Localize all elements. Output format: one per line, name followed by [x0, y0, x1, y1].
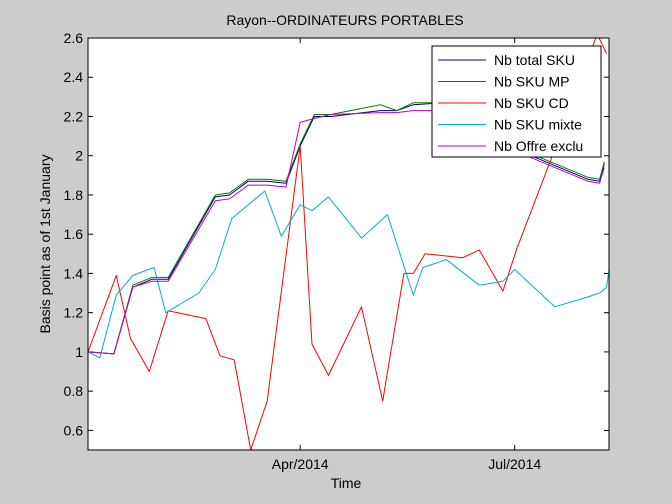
legend-label: Nb SKU MP — [494, 74, 569, 90]
x-tick-label: Jul/2014 — [488, 456, 541, 472]
y-tick-label: 0.6 — [64, 422, 84, 438]
y-axis-label: Basis point as of 1st January — [37, 155, 53, 334]
x-axis: Apr/2014 Jul/2014 — [272, 38, 541, 472]
y-tick-label: 1 — [75, 344, 83, 360]
y-tick-label: 2 — [75, 148, 83, 164]
legend: Nb total SKU Nb SKU MP Nb SKU CD Nb SKU mix… — [431, 45, 602, 158]
x-tick-label: Apr/2014 — [272, 456, 329, 472]
y-tick-label: 1.6 — [64, 226, 84, 242]
y-tick-label: 1.2 — [64, 305, 84, 321]
y-tick-label: 2.2 — [64, 108, 84, 124]
legend-box — [431, 45, 602, 158]
chart-title: Rayon--ORDINATEURS PORTABLES — [226, 12, 463, 28]
y-tick-label: 1.8 — [64, 187, 84, 203]
x-axis-label: Time — [331, 475, 362, 491]
y-tick-label: 1.4 — [64, 265, 84, 281]
legend-label: Nb Offre exclu — [494, 138, 583, 154]
legend-label: Nb SKU mixte — [494, 117, 582, 133]
plot-frame — [87, 37, 610, 451]
y-tick-label: 2.4 — [64, 69, 84, 85]
y-tick-label: 0.8 — [64, 383, 84, 399]
legend-label: Nb SKU CD — [494, 95, 569, 111]
legend-label: Nb total SKU — [494, 52, 575, 68]
series-line-nb-sku-mixte — [88, 190, 609, 359]
series-lines — [88, 38, 609, 450]
y-axis: 0.6 0.8 1 1.2 1.4 1.6 1.8 2 2.2 2.4 2.6 — [64, 30, 609, 438]
y-tick-label: 2.6 — [64, 30, 84, 46]
